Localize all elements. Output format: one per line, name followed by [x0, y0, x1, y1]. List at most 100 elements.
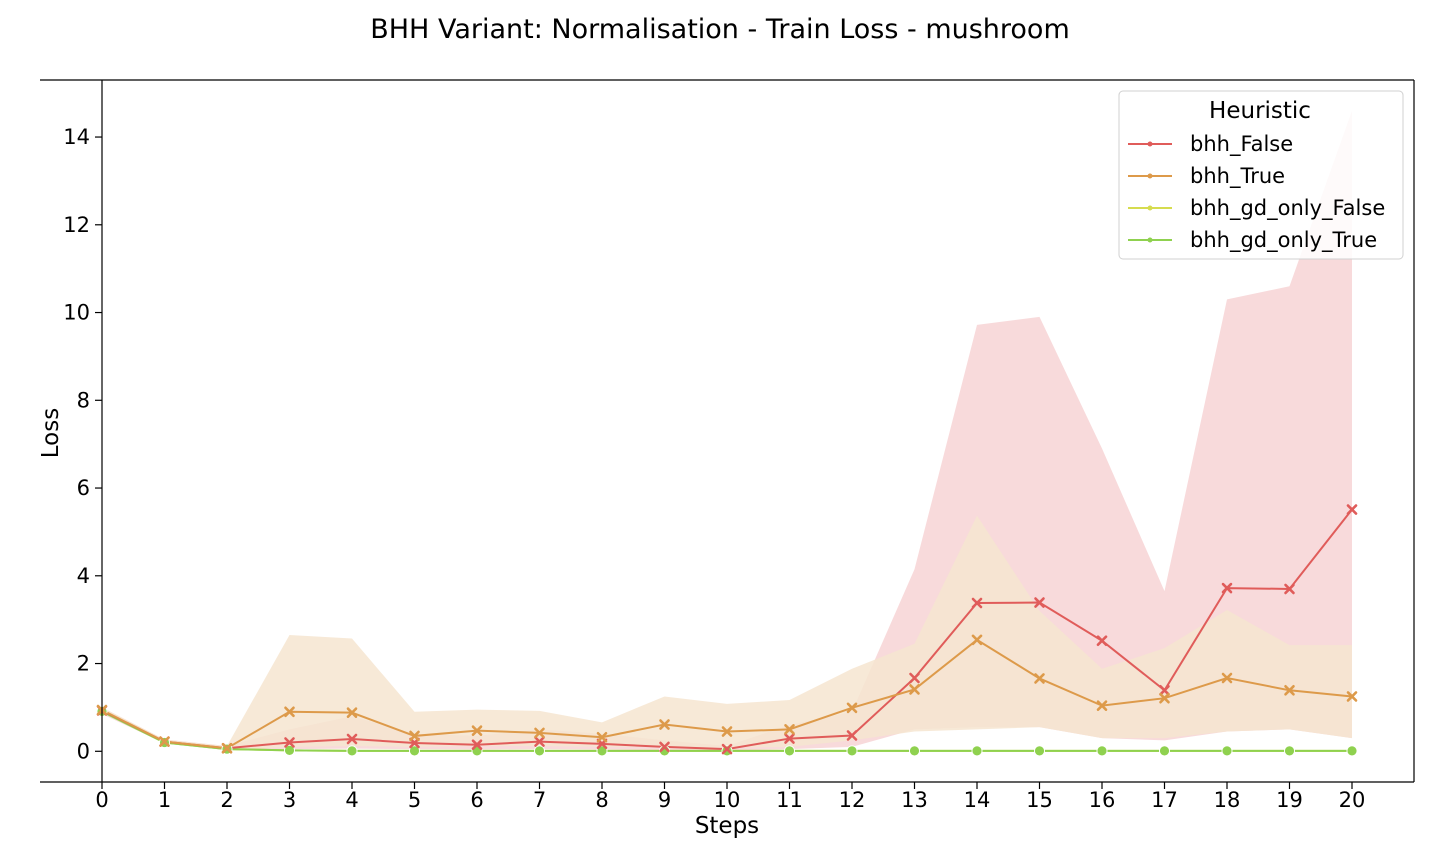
point-bhh-true — [1034, 673, 1045, 684]
legend-box — [1118, 90, 1404, 260]
series-markers — [96, 504, 1358, 757]
point-bhh-gd-only-true — [909, 745, 920, 757]
point-bhh-true — [1221, 672, 1233, 684]
point-bhh-true — [659, 719, 670, 730]
y-tick-label: 8 — [77, 388, 90, 412]
point-bhh-false-stroke — [909, 672, 920, 684]
y-tick-label: 6 — [77, 476, 90, 500]
point-bhh-false-stroke — [1346, 504, 1358, 515]
x-tick-label: 17 — [1151, 788, 1178, 812]
point-bhh-false — [1221, 582, 1233, 594]
point-bhh-true-stroke — [1221, 672, 1233, 684]
band-bhh-false — [102, 110, 1352, 751]
point-bhh-gd-only-true — [1034, 745, 1045, 757]
y-tick-label: 2 — [77, 652, 90, 676]
x-tick-label: 4 — [345, 788, 358, 812]
point-bhh-false-stroke — [846, 730, 858, 741]
x-tick-label: 1 — [158, 788, 171, 812]
legend-label-bhh-gd-only-false: bhh_gd_only_False — [1190, 196, 1385, 221]
point-bhh-false — [721, 743, 733, 755]
point-bhh-true — [1284, 685, 1295, 696]
confidence-bands — [102, 110, 1352, 752]
legend-label-bhh-true: bhh_True — [1190, 164, 1285, 189]
point-bhh-true-stroke — [471, 725, 483, 736]
point-bhh-gd-only-true — [1096, 745, 1108, 757]
point-bhh-false-stroke — [1221, 582, 1233, 594]
point-bhh-gd-only-true — [534, 745, 545, 757]
y-tick-label: 14 — [63, 125, 90, 149]
band-bhh-true — [102, 515, 1352, 750]
point-bhh-false-stroke — [971, 597, 983, 609]
y-ticks: 0 2 4 6 8 10 12 14 — [63, 125, 102, 763]
x-tick-label: 0 — [95, 788, 108, 812]
point-bhh-false — [971, 597, 983, 609]
legend-items: bhh_False bhh_True bhh_gd_only_False bhh_gd… — [1128, 132, 1385, 253]
x-tick-label: 7 — [533, 788, 546, 812]
x-tick-label: 8 — [595, 788, 608, 812]
point-bhh-gd-only-true — [284, 745, 295, 756]
point-bhh-false-stroke — [346, 733, 358, 745]
point-bhh-true-stroke — [1159, 692, 1170, 704]
x-tick-label: 19 — [1276, 788, 1303, 812]
point-bhh-false — [1096, 635, 1108, 647]
x-tick-label: 13 — [901, 788, 928, 812]
point-bhh-gd-only-true — [1221, 745, 1233, 757]
point-bhh-true — [1159, 692, 1170, 704]
legend-title: Heuristic — [1209, 98, 1311, 124]
point-bhh-true — [409, 730, 420, 742]
point-bhh-true — [846, 702, 858, 714]
point-bhh-true — [221, 742, 233, 754]
point-bhh-false — [846, 730, 858, 741]
x-tick-label: 5 — [408, 788, 421, 812]
point-bhh-gd-only-true — [409, 745, 420, 757]
point-bhh-true — [534, 727, 545, 739]
point-bhh-true — [1346, 691, 1358, 702]
point-bhh-false — [784, 733, 795, 744]
y-tick-label: 10 — [63, 301, 90, 325]
point-bhh-true-stroke — [1284, 685, 1295, 696]
point-bhh-true — [596, 731, 608, 743]
point-bhh-false-stroke — [471, 739, 483, 751]
point-bhh-true-stroke — [1346, 691, 1358, 702]
y-tick-label: 0 — [77, 739, 90, 763]
point-bhh-true-stroke — [784, 724, 795, 735]
point-bhh-gd-only-true — [846, 745, 858, 757]
point-bhh-false-stroke — [659, 741, 670, 753]
point-bhh-true — [721, 726, 733, 737]
x-tick-label: 14 — [964, 788, 991, 812]
point-bhh-false — [1159, 685, 1170, 696]
point-bhh-true-stroke — [284, 706, 295, 718]
point-bhh-false — [1346, 504, 1358, 515]
point-bhh-true-stroke — [721, 726, 733, 737]
point-bhh-true-stroke — [846, 702, 858, 714]
point-bhh-true-stroke — [1034, 673, 1045, 684]
x-tick-label: 12 — [839, 788, 866, 812]
point-bhh-gd-only-true — [1346, 745, 1358, 757]
x-tick-label: 11 — [776, 788, 803, 812]
point-bhh-true-stroke — [534, 727, 545, 739]
point-bhh-false — [346, 733, 358, 745]
point-bhh-false — [284, 737, 295, 748]
y-tick-label: 12 — [63, 213, 90, 237]
point-bhh-true-stroke — [346, 707, 358, 718]
point-bhh-true-stroke — [409, 730, 420, 742]
chart-title: BHH Variant: Normalisation - Train Loss … — [370, 14, 1070, 45]
point-bhh-true-stroke — [659, 719, 670, 730]
x-tick-label: 18 — [1214, 788, 1241, 812]
x-ticks: 0 1 2 3 4 5 6 7 8 9 10 11 12 13 14 15 16 17 18 19 20 — [95, 782, 1365, 812]
x-tick-label: 6 — [470, 788, 483, 812]
legend-marker-bhh-true — [1147, 173, 1153, 179]
point-bhh-gd-only-true — [1284, 745, 1295, 757]
legend-marker-bhh-gd-only-true — [1147, 237, 1153, 243]
point-bhh-false-stroke — [284, 737, 295, 748]
point-bhh-true — [971, 634, 983, 646]
point-bhh-false — [1034, 597, 1045, 608]
x-tick-label: 9 — [658, 788, 671, 812]
y-tick-label: 4 — [77, 564, 90, 588]
point-bhh-false-stroke — [1096, 635, 1108, 647]
legend-label-bhh-false: bhh_False — [1190, 132, 1293, 157]
point-bhh-true-stroke — [159, 736, 170, 747]
point-bhh-true-stroke — [596, 731, 608, 743]
